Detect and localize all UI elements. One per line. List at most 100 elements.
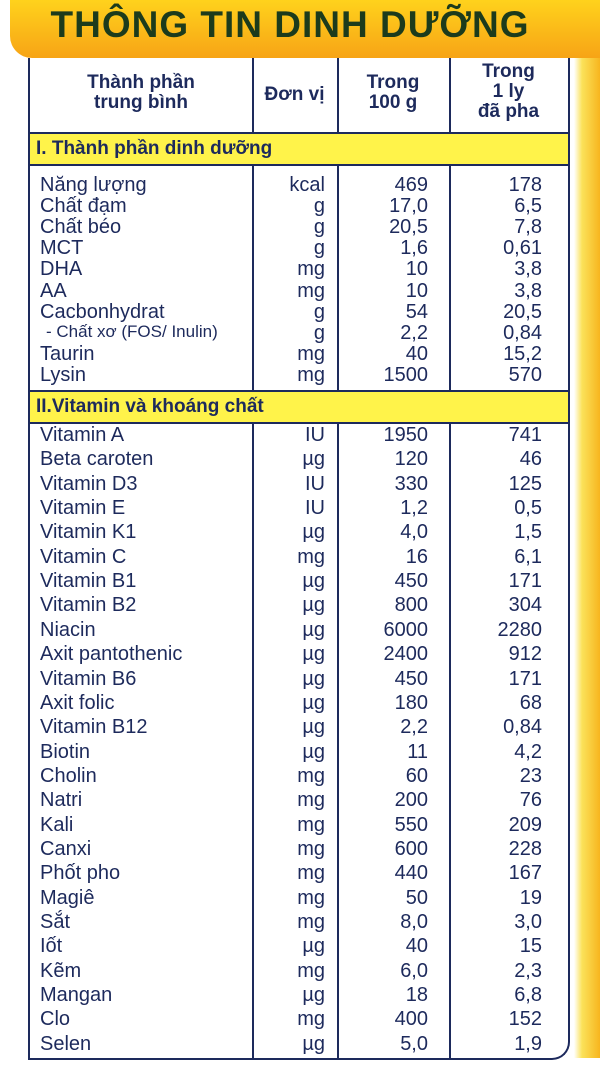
per-100g: 17,0 [389,195,428,218]
per-100g: 450 [394,667,428,690]
nutrient-name: Năng lượng [40,174,147,196]
per-100g: 60 [405,764,428,787]
nutrient-name: Iốt [40,935,63,958]
unit: mg [297,545,325,568]
nutrient-name: Chất đạm [40,195,127,218]
section-border [30,164,568,166]
per-serving: 20,5 [503,300,542,323]
unit: µg [302,740,325,763]
nutrient-name: Vitamin E [40,497,126,520]
nutrient-name: Mangan [40,984,113,1007]
header-line: Đơn vị [264,84,325,105]
header-line: trung bình [94,92,188,113]
nutrient-name: DHA [40,258,83,281]
header-line: đã pha [477,101,540,122]
nutrient-name: MCT [40,237,84,260]
per-100g: 800 [394,594,428,617]
per-100g: 450 [394,570,428,593]
per-100g: 200 [394,789,428,812]
per-serving: 152 [508,1008,542,1031]
unit: µg [302,643,325,666]
per-100g: 8,0 [400,911,428,933]
per-100g: 469 [394,174,428,196]
unit: mg [297,862,325,885]
per-serving: 15 [519,935,542,958]
header-line: 1 ly [492,81,525,102]
per-100g: 10 [405,279,428,302]
per-serving: 3,0 [514,911,542,933]
per-100g: 440 [394,862,428,885]
nutrient-name: - Chất xơ (FOS/ Inulin) [46,321,218,341]
per-serving: 0,5 [514,497,542,520]
section-title: II.Vitamin và khoáng chất [30,392,568,422]
per-serving: 171 [508,570,542,593]
unit: mg [297,959,325,982]
nutrient-name: Selen [40,1032,92,1055]
nutrient-name: Vitamin B1 [40,570,137,593]
unit: µg [302,667,325,690]
column-divider [449,58,451,1058]
per-serving: 1,5 [514,521,542,544]
per-100g: 600 [394,837,428,860]
per-serving: 68 [519,691,542,714]
nutrient-name: Axit pantothenic [40,643,183,666]
per-serving: 178 [508,174,542,196]
nutrient-name: AA [40,279,67,302]
unit: µg [302,570,325,593]
per-100g: 180 [394,691,428,714]
unit: mg [297,258,325,281]
header-line: Thành phần [87,72,195,93]
unit: µg [302,448,325,471]
nutrient-name: Chất béo [40,216,122,239]
nutrient-name: Sắt [40,911,71,933]
nutrient-name: Kẽm [40,959,82,982]
unit: mg [297,911,325,933]
per-100g: 2,2 [400,321,428,344]
per-100g: 550 [394,813,428,836]
per-serving: 6,1 [514,545,542,568]
per-100g: 1,6 [400,237,428,260]
per-serving: 15,2 [503,342,542,365]
per-serving: 0,84 [503,716,542,739]
per-100g: 18 [405,984,428,1007]
unit: mg [297,764,325,787]
per-serving: 167 [508,862,542,885]
per-100g: 6000 [383,618,429,641]
header-cell: Đơn vị [252,85,337,105]
nutrient-name: Kali [40,813,74,836]
nutrient-name: Lysin [40,363,86,386]
unit: g [313,321,325,344]
per-100g: 40 [405,342,428,365]
nutrient-name: Phốt pho [40,862,121,885]
per-100g: 120 [394,448,428,471]
section-border [30,422,568,424]
column-divider [337,58,339,1058]
per-100g: 1950 [383,424,429,446]
per-100g: 400 [394,1008,428,1031]
nutrient-name: Clo [40,1008,71,1031]
per-100g: 50 [405,886,428,909]
per-serving: 0,61 [503,237,542,260]
per-serving: 171 [508,667,542,690]
unit: mg [297,789,325,812]
per-100g: 5,0 [400,1032,428,1055]
per-serving: 228 [508,837,542,860]
header-line: Trong [366,72,420,93]
per-100g: 330 [394,472,428,495]
per-serving: 304 [508,594,542,617]
unit: kcal [289,174,325,196]
nutrient-name: Vitamin C [40,545,127,568]
unit: µg [302,618,325,641]
per-serving: 1,9 [514,1032,542,1055]
nutrient-name: Vitamin B12 [40,716,148,739]
column-divider [252,58,254,1058]
section-border [30,132,568,134]
per-serving: 2280 [497,618,543,641]
per-serving: 4,2 [514,740,542,763]
nutrient-name: Vitamin D3 [40,472,138,495]
unit: µg [302,691,325,714]
header-cell: Thành phần trung bình [30,73,252,113]
title: THÔNG TIN DINH DƯỠNG [50,4,530,45]
section-border [30,390,568,392]
